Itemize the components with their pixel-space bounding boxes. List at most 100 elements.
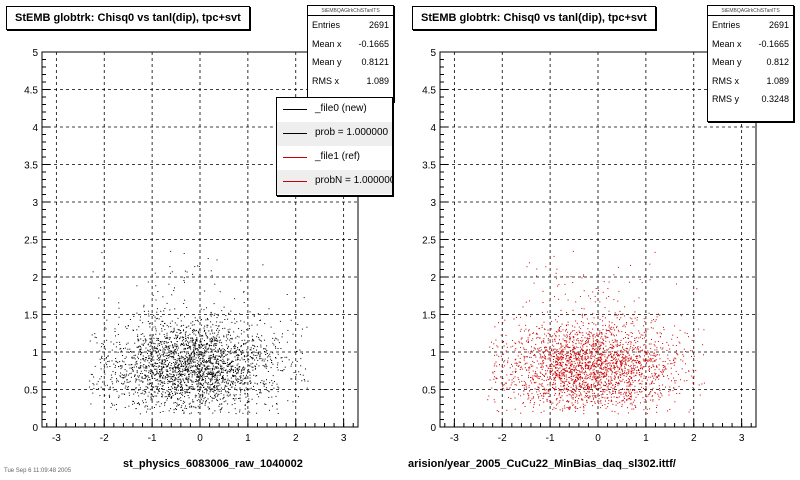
data-point (214, 410, 216, 412)
data-point (508, 397, 509, 399)
data-point (608, 296, 610, 297)
data-point (241, 339, 243, 341)
data-point (661, 371, 663, 373)
data-point (556, 354, 557, 356)
data-point (566, 400, 568, 402)
data-point (152, 373, 154, 375)
data-point (132, 400, 134, 402)
data-point (580, 377, 582, 379)
data-point (133, 355, 135, 357)
data-point (301, 335, 302, 337)
data-point (657, 375, 659, 377)
data-point (139, 349, 141, 351)
data-point (101, 252, 103, 254)
data-point (580, 340, 582, 342)
data-point (168, 349, 170, 351)
data-point (230, 367, 232, 369)
data-point (506, 343, 508, 345)
data-point (559, 389, 561, 390)
data-point (688, 370, 690, 372)
data-point (518, 342, 520, 344)
data-point (559, 375, 561, 377)
legend-entry: probN = 1.000000 (277, 170, 392, 194)
data-point (663, 365, 665, 367)
data-point (202, 375, 204, 377)
data-point (577, 370, 579, 371)
data-point (173, 375, 175, 377)
data-point (574, 410, 576, 412)
data-point (611, 379, 613, 381)
data-point (164, 349, 166, 350)
data-point (614, 378, 616, 380)
data-point (177, 329, 179, 330)
data-point (573, 355, 575, 357)
data-point (299, 374, 301, 376)
legend-entry: _file0 (new) (277, 98, 392, 122)
data-point (611, 334, 613, 336)
data-point (170, 397, 172, 398)
data-point (202, 335, 204, 337)
data-point (168, 410, 170, 412)
data-point (681, 368, 683, 370)
data-point (562, 399, 564, 401)
data-point (583, 391, 585, 393)
data-point (189, 386, 191, 388)
data-point (534, 382, 536, 384)
data-point (602, 291, 604, 293)
data-point (194, 353, 195, 355)
x-tick-label: -2 (100, 433, 109, 444)
data-point (600, 337, 602, 339)
data-point (208, 387, 210, 389)
data-point (182, 366, 184, 368)
data-point (581, 357, 583, 359)
data-point (182, 336, 183, 338)
data-point (235, 398, 237, 400)
data-point (685, 351, 686, 353)
data-point (160, 382, 162, 384)
data-point (187, 371, 189, 373)
data-point (273, 387, 275, 389)
data-point (630, 264, 632, 266)
data-point (149, 338, 151, 340)
data-point (145, 357, 147, 359)
data-point (586, 340, 587, 342)
data-point (565, 342, 567, 344)
data-point (604, 371, 605, 373)
data-point (625, 392, 627, 394)
data-point (616, 382, 618, 384)
data-point (259, 339, 261, 341)
data-point (203, 344, 205, 346)
data-point (169, 393, 171, 395)
data-point (548, 389, 550, 391)
data-point (242, 367, 244, 369)
data-point (225, 354, 227, 356)
data-point (538, 397, 539, 399)
data-point (629, 347, 631, 349)
data-point (135, 378, 137, 380)
data-point (556, 361, 558, 362)
data-point (496, 389, 498, 391)
legend-line-black (283, 109, 307, 110)
data-point (134, 342, 136, 344)
data-point (165, 369, 167, 371)
data-point (561, 358, 563, 360)
data-point (184, 358, 186, 360)
data-point (149, 355, 151, 357)
data-point (213, 340, 215, 342)
data-point (645, 387, 647, 389)
data-point (226, 375, 228, 377)
data-point (246, 402, 248, 404)
data-point (557, 370, 559, 372)
data-point (539, 350, 540, 352)
data-point (187, 382, 189, 383)
data-point (533, 403, 535, 405)
data-point (651, 382, 653, 384)
data-point (259, 392, 261, 394)
data-point (220, 357, 222, 358)
data-point (150, 337, 152, 339)
data-point (290, 378, 292, 380)
data-point (534, 348, 536, 350)
data-point (218, 378, 220, 380)
data-point (235, 369, 237, 371)
data-point (186, 353, 188, 355)
